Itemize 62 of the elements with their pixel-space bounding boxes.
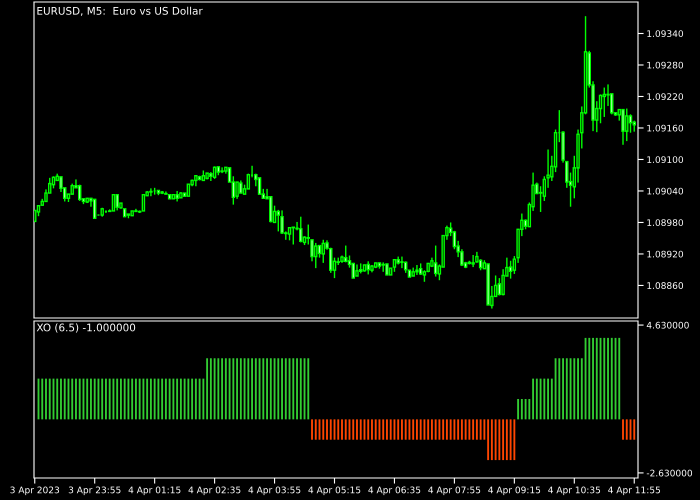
candlestick — [508, 260, 512, 280]
candlestick — [299, 216, 303, 244]
candlestick — [288, 226, 292, 242]
candlestick — [202, 170, 206, 182]
candlestick — [186, 183, 190, 197]
candlestick — [392, 259, 396, 272]
candlestick — [115, 194, 119, 212]
candlestick — [314, 242, 318, 269]
candlestick — [142, 194, 146, 212]
candlestick — [621, 108, 625, 146]
y-tick-label: 1.08860 — [647, 282, 684, 290]
x-tick-label: 4 Apr 05:15 — [308, 486, 360, 496]
y-tick-label: 1.08980 — [647, 219, 684, 226]
y-tick-label: 4.630000 — [646, 322, 689, 329]
candlestick — [498, 277, 502, 296]
candlestick — [175, 190, 179, 202]
chart-title: EURUSD, M5: Euro vs US Dollar — [37, 6, 203, 16]
y-tick-label: 1.09220 — [647, 93, 684, 100]
y-tick-label: 1.09340 — [647, 30, 684, 38]
x-tick-label: 3 Apr 23:55 — [68, 486, 120, 496]
y-tick-label: 1.09280 — [647, 62, 684, 69]
candlestick — [415, 264, 419, 276]
x-tick-label: 4 Apr 01:15 — [128, 486, 180, 496]
y-tick-label: -2.630000 — [646, 470, 692, 476]
y-tick-label: 1.09100 — [647, 156, 684, 164]
x-tick-label: 4 Apr 07:55 — [428, 486, 480, 496]
candlestick — [625, 108, 628, 142]
y-tick-label: 1.08920 — [647, 250, 684, 258]
candlestick — [471, 254, 475, 268]
candlestick — [359, 262, 362, 274]
x-tick-label: 4 Apr 11:55 — [608, 486, 660, 496]
candlestick — [366, 260, 370, 276]
x-tick-label: 3 Apr 2023 — [10, 486, 60, 496]
candlestick — [112, 194, 116, 212]
candlestick — [385, 262, 389, 276]
candlestick — [92, 198, 96, 219]
candlestick — [602, 86, 606, 118]
candlestick — [239, 180, 243, 194]
x-tick-label: 4 Apr 06:35 — [368, 486, 420, 496]
candlestick — [501, 268, 505, 296]
y-tick-label: 1.09040 — [647, 188, 684, 195]
x-tick-label: 4 Apr 09:15 — [488, 486, 540, 496]
candlestick — [78, 184, 82, 202]
x-tick-label: 4 Apr 10:35 — [548, 486, 600, 496]
candlestick — [628, 114, 632, 134]
candlestick — [400, 256, 404, 269]
y-tick-label: 1.09160 — [647, 124, 684, 132]
candlestick — [292, 226, 296, 246]
candlestick — [258, 176, 262, 195]
candlestick — [355, 264, 359, 277]
candlestick — [381, 262, 385, 272]
candlestick — [70, 182, 74, 195]
candlestick — [276, 209, 280, 232]
chart-title: XO (6.5) -1.000000 — [36, 323, 136, 333]
x-tick-label: 4 Apr 02:35 — [188, 486, 240, 496]
candlestick — [434, 244, 438, 278]
candlestick — [212, 166, 216, 180]
x-tick-label: 4 Apr 03:55 — [248, 486, 300, 496]
candlestick — [235, 180, 239, 200]
candlestick — [194, 175, 198, 187]
candlestick — [322, 239, 325, 264]
candlestick — [344, 244, 348, 264]
